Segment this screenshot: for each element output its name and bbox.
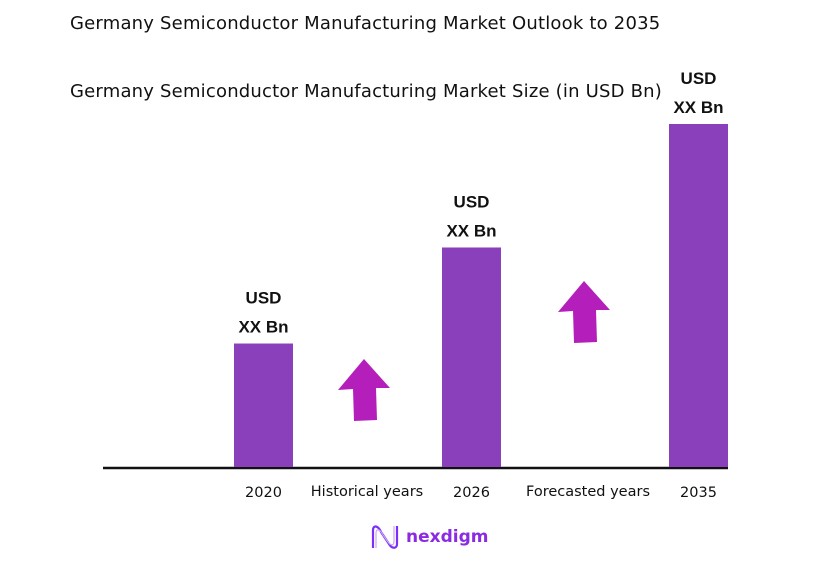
nexdigm-logo: nexdigm: [370, 524, 488, 550]
up-arrow-icon: [558, 281, 610, 343]
tick-label-2026: 2026: [453, 485, 490, 501]
bar-2035: [669, 124, 728, 467]
nexdigm-logo-icon: [371, 525, 399, 549]
bar-2020: [234, 343, 293, 467]
bar-2026: [442, 247, 501, 467]
data-label-2026: XX Bn: [446, 221, 496, 240]
data-label-2035: XX Bn: [673, 98, 723, 117]
up-arrow-icon: [338, 359, 390, 421]
data-label-2026: USD: [454, 192, 490, 211]
chart-subtitle: Germany Semiconductor Manufacturing Mark…: [70, 81, 662, 102]
tick-label-2020: 2020: [245, 485, 282, 501]
data-label-2020: USD: [246, 289, 282, 308]
tick-label-2035: 2035: [680, 485, 717, 501]
data-label-2020: XX Bn: [238, 318, 288, 337]
period-label-historical: Historical years: [311, 484, 423, 500]
logo-text: nexdigm: [406, 527, 489, 547]
data-label-2035: USD: [681, 69, 717, 88]
period-label-forecasted: Forecasted years: [526, 484, 650, 500]
chart-title: Germany Semiconductor Manufacturing Mark…: [70, 13, 661, 34]
